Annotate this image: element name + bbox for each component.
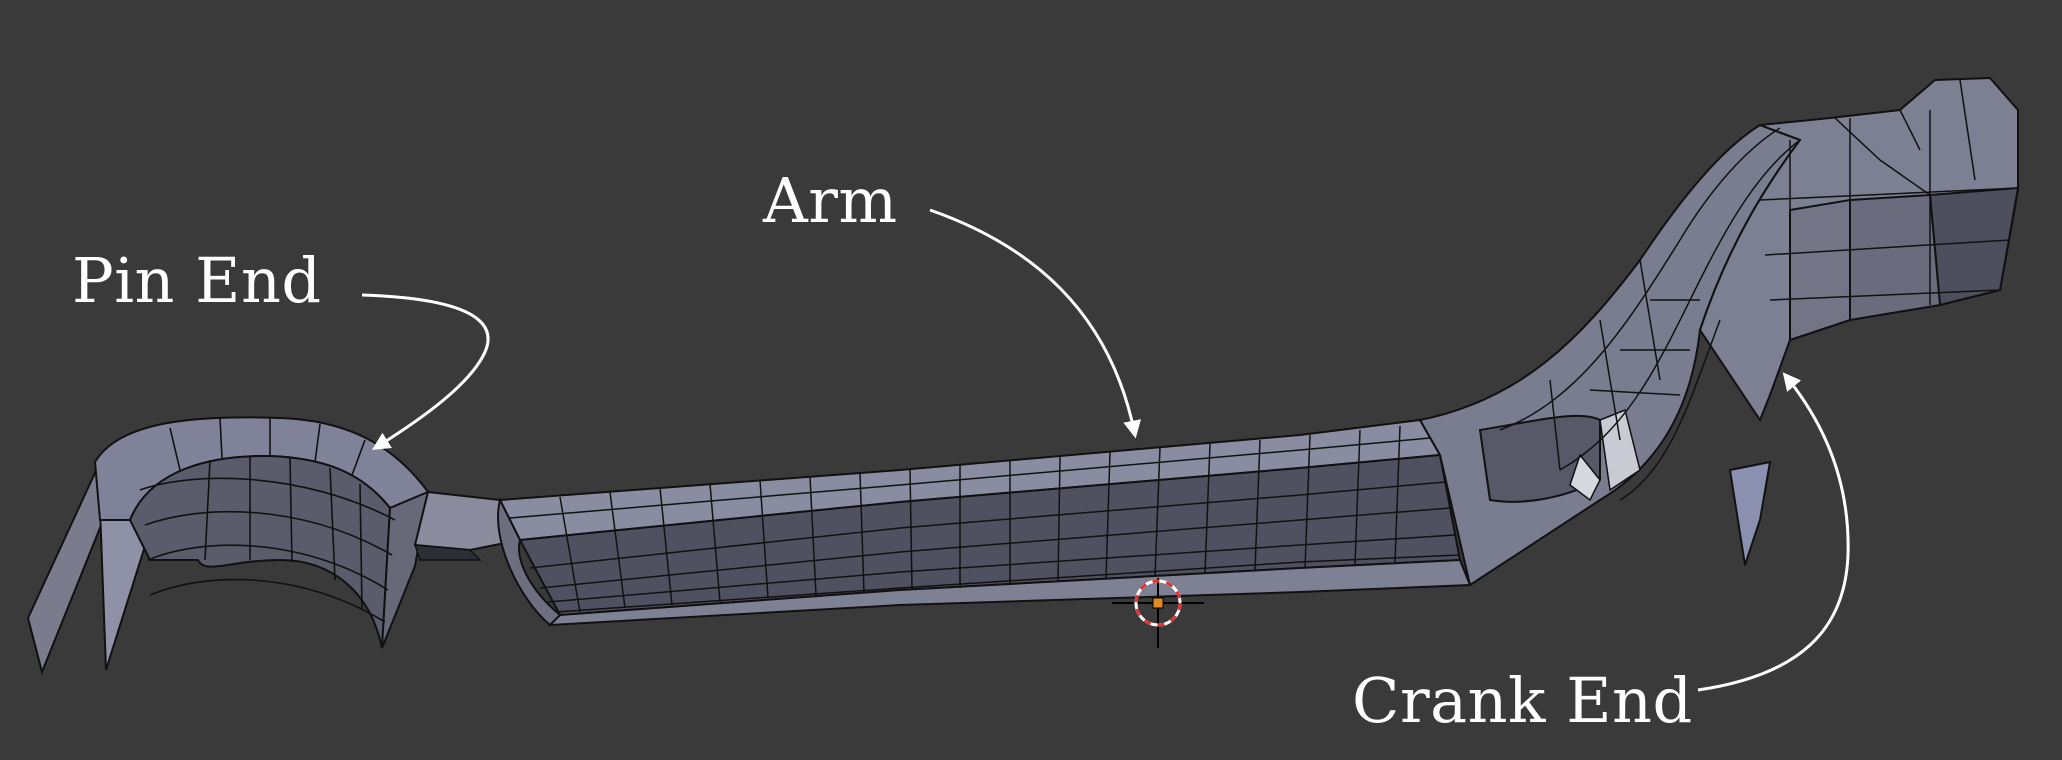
- 3d-cursor-icon[interactable]: [1112, 578, 1204, 648]
- pin-end-mesh[interactable]: [26, 416, 522, 676]
- crank-end-mesh[interactable]: [1418, 76, 2020, 587]
- crank-end-arrow: [1697, 372, 1850, 692]
- pin-end-label: Pin End: [72, 244, 322, 317]
- crank-end-label: Crank End: [1352, 664, 1693, 737]
- pin-end-arrow: [361, 293, 490, 450]
- arm-arrow: [929, 208, 1141, 439]
- arm-mesh[interactable]: [497, 418, 1551, 627]
- annotation-arrows: [361, 208, 1850, 692]
- arm-label: Arm: [763, 164, 898, 237]
